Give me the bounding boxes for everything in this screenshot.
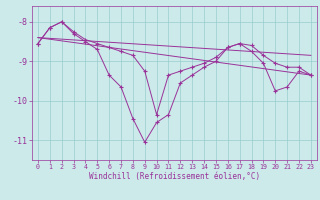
X-axis label: Windchill (Refroidissement éolien,°C): Windchill (Refroidissement éolien,°C) [89, 172, 260, 181]
